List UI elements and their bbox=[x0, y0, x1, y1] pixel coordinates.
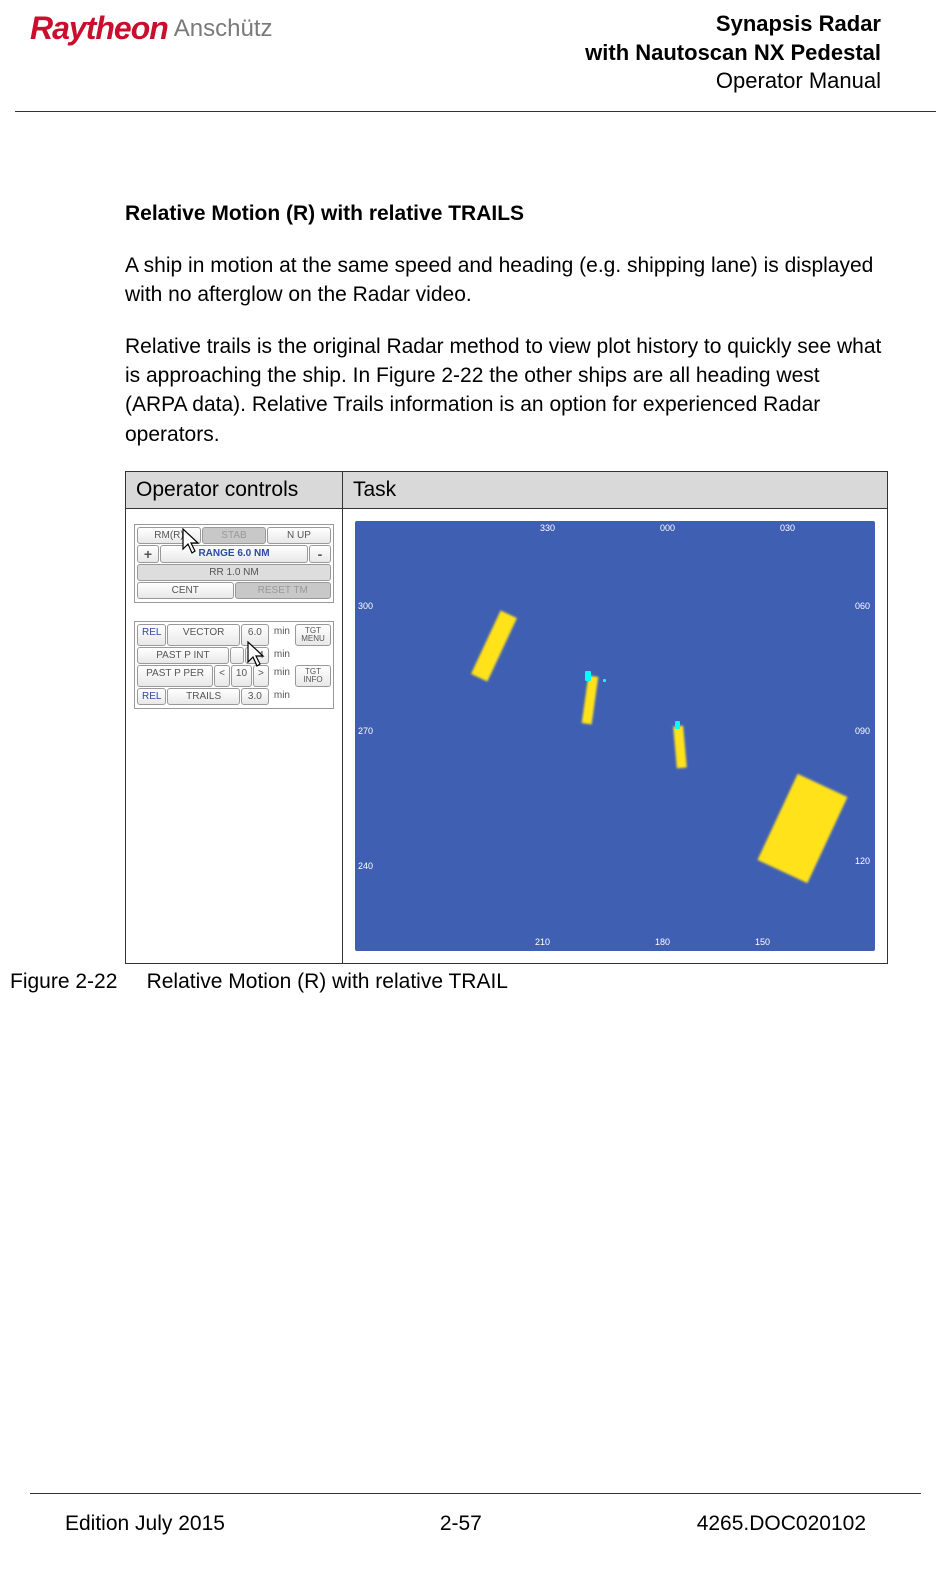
tick-150: 150 bbox=[755, 937, 770, 947]
past-per-value: 10 bbox=[231, 665, 252, 687]
radar-echo bbox=[585, 671, 591, 681]
stab-button[interactable]: STAB bbox=[202, 527, 266, 544]
past-per-label: PAST P PER bbox=[137, 665, 213, 687]
paragraph-1: A ship in motion at the same speed and h… bbox=[125, 251, 886, 310]
tick-210: 210 bbox=[535, 937, 550, 947]
tick-300: 300 bbox=[358, 601, 373, 611]
tick-000: 000 bbox=[660, 523, 675, 533]
tick-330: 330 bbox=[540, 523, 555, 533]
figure-number: Figure 2-22 bbox=[10, 970, 117, 993]
range-display: RANGE 6.0 NM bbox=[160, 545, 308, 563]
cell-task: 330 000 030 060 090 120 150 180 210 240 … bbox=[343, 509, 888, 964]
tick-090: 090 bbox=[855, 726, 870, 736]
footer-edition: Edition July 2015 bbox=[65, 1512, 225, 1536]
logo: Raytheon Anschütz bbox=[30, 10, 273, 47]
doc-title-2: with Nautoscan NX Pedestal bbox=[585, 39, 881, 68]
paragraph-2: Relative trails is the original Radar me… bbox=[125, 332, 886, 450]
figure-caption: Figure 2-22 Relative Motion (R) with rel… bbox=[10, 970, 886, 994]
col-task: Task bbox=[343, 472, 888, 509]
past-int-value: 1/4 bbox=[245, 647, 269, 664]
minus-button[interactable]: - bbox=[309, 545, 331, 563]
col-operator-controls: Operator controls bbox=[126, 472, 343, 509]
doc-title-block: Synapsis Radar with Nautoscan NX Pedesta… bbox=[585, 10, 881, 96]
past-int-unit: min bbox=[270, 647, 294, 664]
past-per-unit: min bbox=[270, 665, 294, 687]
vector-value: 6.0 bbox=[241, 624, 269, 646]
logo-brand: Raytheon bbox=[30, 10, 168, 47]
tick-240: 240 bbox=[358, 861, 373, 871]
trails-value: 3.0 bbox=[241, 688, 269, 705]
radar-display: 330 000 030 060 090 120 150 180 210 240 … bbox=[355, 521, 875, 951]
plus-button[interactable]: + bbox=[137, 545, 159, 563]
nup-button[interactable]: N UP bbox=[267, 527, 331, 544]
radar-echo bbox=[675, 721, 680, 729]
tgt-menu-button[interactable]: TGT MENU bbox=[295, 624, 331, 646]
rr-display: RR 1.0 NM bbox=[137, 564, 331, 581]
figure-text: Relative Motion (R) with relative TRAIL bbox=[147, 970, 508, 993]
logo-sub: Anschütz bbox=[174, 15, 273, 43]
page-content: Relative Motion (R) with relative TRAILS… bbox=[0, 112, 951, 994]
tick-120: 120 bbox=[855, 856, 870, 866]
tick-270: 270 bbox=[358, 726, 373, 736]
compass-ticks-icon bbox=[355, 521, 875, 951]
rm-button[interactable]: RM(R) bbox=[137, 527, 201, 544]
page-header: Raytheon Anschütz Synapsis Radar with Na… bbox=[15, 0, 936, 112]
rel-toggle[interactable]: REL bbox=[137, 624, 166, 646]
tgt-info-button[interactable]: TGT INFO bbox=[295, 665, 331, 687]
tick-030: 030 bbox=[780, 523, 795, 533]
doc-title-3: Operator Manual bbox=[585, 67, 881, 96]
trails-label: TRAILS bbox=[167, 688, 239, 705]
vector-label: VECTOR bbox=[167, 624, 239, 646]
trails-unit: min bbox=[270, 688, 294, 705]
radar-echo bbox=[603, 679, 606, 682]
rel2-toggle[interactable]: REL bbox=[137, 688, 166, 705]
section-title: Relative Motion (R) with relative TRAILS bbox=[125, 202, 886, 226]
reset-tm-button[interactable]: RESET TM bbox=[235, 582, 332, 599]
doc-title-1: Synapsis Radar bbox=[585, 10, 881, 39]
tick-060: 060 bbox=[855, 601, 870, 611]
past-per-lt[interactable]: < bbox=[214, 665, 230, 687]
footer-doc: 4265.DOC020102 bbox=[697, 1512, 866, 1536]
past-per-gt[interactable]: > bbox=[253, 665, 269, 687]
footer-page: 2-57 bbox=[440, 1512, 482, 1536]
vector-unit: min bbox=[270, 624, 294, 646]
past-int-toggle[interactable] bbox=[230, 647, 244, 664]
range-panel: RM(R) STAB N UP + RANGE 6.0 NM - RR 1.0 … bbox=[134, 524, 334, 603]
past-int-label: PAST P INT bbox=[137, 647, 229, 664]
tick-180: 180 bbox=[655, 937, 670, 947]
cell-controls: RM(R) STAB N UP + RANGE 6.0 NM - RR 1.0 … bbox=[126, 509, 343, 964]
operator-table: Operator controls Task RM(R) STAB N UP +… bbox=[125, 471, 888, 964]
cent-button[interactable]: CENT bbox=[137, 582, 234, 599]
vector-panel: REL VECTOR 6.0 min TGT MENU PAST P INT 1… bbox=[134, 621, 334, 709]
page-footer: Edition July 2015 2-57 4265.DOC020102 bbox=[30, 1493, 921, 1536]
